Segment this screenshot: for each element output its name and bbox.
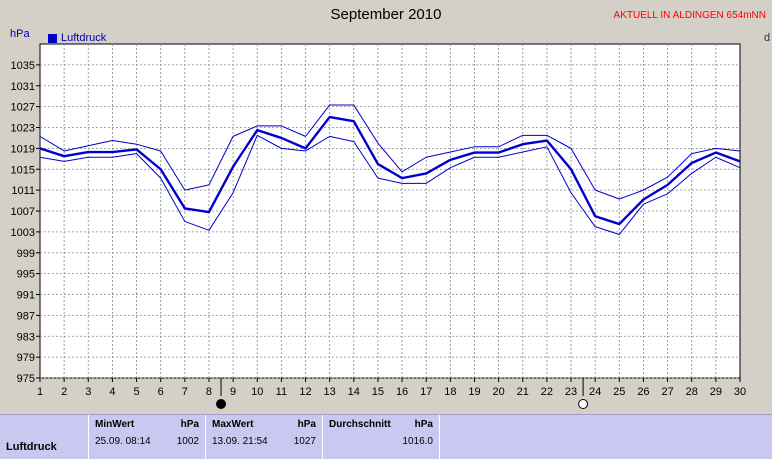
y-tick-label: 1035: [11, 60, 35, 72]
x-tick-label: 13: [324, 386, 336, 398]
x-tick-label: 18: [444, 386, 456, 398]
x-tick-label: 12: [299, 386, 311, 398]
y-tick-label: 991: [17, 290, 35, 302]
x-tick-label: 9: [230, 386, 236, 398]
x-tick-label: 7: [182, 386, 188, 398]
y-tick-label: 1007: [11, 206, 35, 218]
x-tick-label: 5: [133, 386, 139, 398]
location-badge: AKTUELL IN ALDINGEN 654mNN: [613, 10, 766, 21]
legend: Luftdruck: [48, 32, 106, 44]
avg-header: Durchschnitt: [329, 419, 391, 430]
x-tick-label: 10: [251, 386, 263, 398]
x-tick-label: 29: [710, 386, 722, 398]
x-tick-label: 27: [661, 386, 673, 398]
y-tick-label: 1027: [11, 102, 35, 114]
series-mean-line: [39, 115, 741, 226]
empty-cell: [440, 415, 453, 459]
y-tick-label: 1011: [11, 185, 35, 197]
y-tick-label: 995: [17, 269, 35, 281]
min-cell: MinWert hPa 25.09. 08:14 1002: [88, 415, 206, 459]
max-value: 1027: [293, 436, 316, 447]
x-tick-label: 6: [158, 386, 164, 398]
x-tick-label: 11: [276, 386, 287, 398]
chart: 9759799839879919959991003100710111015101…: [11, 43, 746, 409]
y-tick-label: 999: [17, 248, 35, 260]
x-tick-label: 26: [637, 386, 649, 398]
x-tick-label: 2: [61, 386, 67, 398]
series-min-line: [39, 134, 741, 235]
avg-unit: hPa: [414, 419, 433, 430]
x-tick-label: 16: [396, 386, 408, 398]
x-tick-label: 23: [565, 386, 577, 398]
x-tick-label: 21: [517, 386, 529, 398]
x-tick-label: 24: [589, 386, 601, 398]
legend-swatch: [48, 33, 57, 43]
moon-full-icon: [578, 399, 589, 409]
clipped-edge-label: d: [764, 32, 771, 44]
min-unit: hPa: [180, 419, 199, 430]
min-datetime: 25.09. 08:14: [95, 436, 151, 447]
x-tick-label: 19: [468, 386, 480, 398]
x-tick-label: 14: [348, 386, 360, 398]
x-tick-label: 28: [686, 386, 698, 398]
legend-label: Luftdruck: [61, 32, 107, 44]
x-tick-label: 22: [541, 386, 553, 398]
avg-value: 1016.0: [402, 436, 433, 447]
stats-table: Luftdruck MinWert hPa 25.09. 08:14 1002 …: [0, 415, 452, 459]
x-tick-label: 25: [613, 386, 625, 398]
x-tick-label: 17: [420, 386, 432, 398]
series-max-line: [39, 104, 741, 200]
x-tick-label: 30: [734, 386, 746, 398]
stats-row-label: Luftdruck: [6, 441, 57, 453]
x-tick-label: 20: [492, 386, 504, 398]
stats-row-label-cell: Luftdruck: [0, 415, 89, 459]
x-tick-label: 8: [206, 386, 212, 398]
y-tick-label: 1031: [11, 81, 35, 93]
moon-new-icon: [216, 399, 227, 409]
y-axis-label: hPa: [10, 28, 30, 40]
x-tick-label: 3: [85, 386, 91, 398]
max-header: MaxWert: [212, 419, 254, 430]
chart-title: September 2010: [330, 6, 442, 23]
x-tick-label: 4: [109, 386, 115, 398]
y-tick-label: 1019: [11, 143, 35, 155]
avg-cell: Durchschnitt hPa 1016.0: [322, 415, 440, 459]
y-tick-label: 1015: [11, 164, 35, 176]
x-tick-label: 15: [372, 386, 384, 398]
min-value: 1002: [176, 436, 199, 447]
y-tick-label: 1023: [11, 123, 35, 135]
y-tick-label: 987: [17, 310, 35, 322]
max-cell: MaxWert hPa 13.09. 21:54 1027: [205, 415, 323, 459]
y-tick-label: 983: [17, 331, 35, 343]
y-tick-label: 975: [17, 373, 35, 385]
min-header: MinWert: [95, 419, 135, 430]
y-tick-label: 1003: [11, 227, 35, 239]
y-tick-label: 979: [17, 352, 35, 364]
max-datetime: 13.09. 21:54: [212, 436, 268, 447]
stats-panel: Luftdruck MinWert hPa 25.09. 08:14 1002 …: [0, 414, 772, 459]
max-unit: hPa: [297, 419, 316, 430]
x-tick-label: 1: [37, 386, 43, 398]
